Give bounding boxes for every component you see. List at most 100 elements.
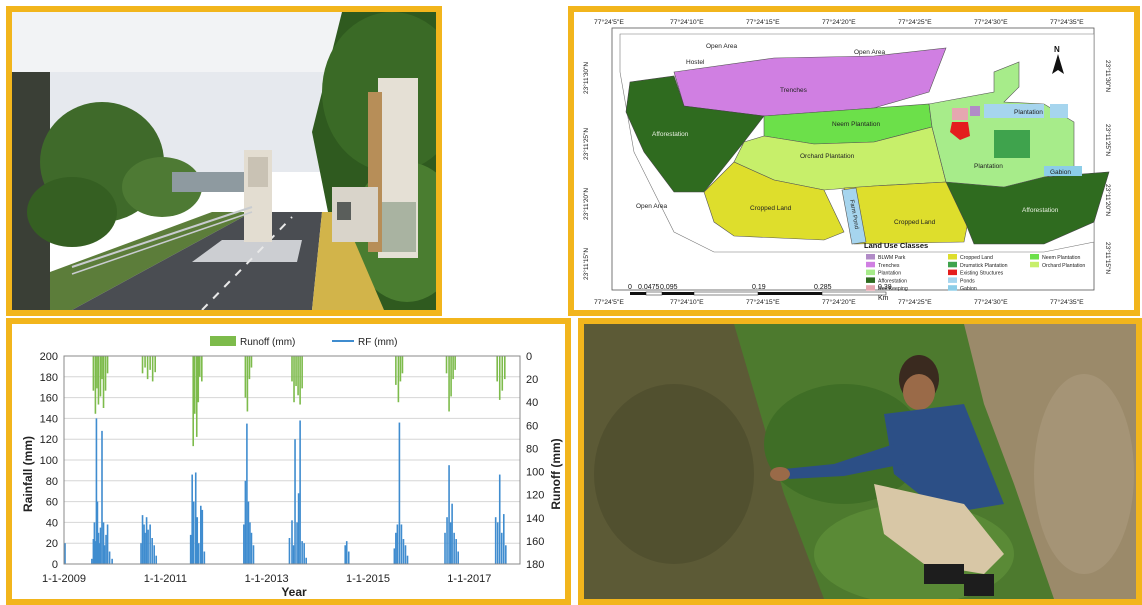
rainfall-bar: [197, 543, 200, 564]
rainfall-bar: [453, 532, 455, 564]
rainfall-bar: [200, 505, 202, 564]
y2-axis-title: Runoff (mm): [549, 438, 563, 509]
legend-rf-label: RF (mm): [358, 337, 397, 348]
x-axis-title: Year: [281, 585, 307, 599]
map-farm-pond: [841, 187, 867, 245]
runoff-bar: [201, 356, 203, 382]
legend-item-label: Drumstick Plantation: [960, 263, 1008, 269]
runoff-bar: [293, 356, 295, 403]
rainfall-bar: [457, 551, 459, 564]
rainfall-bar: [103, 545, 106, 564]
x-tick-label: 1-1-2009: [42, 573, 86, 585]
legend-runoff-label: Runoff (mm): [240, 337, 295, 348]
rainfall-bar: [111, 558, 113, 564]
rainfall-bar: [396, 524, 399, 564]
rainfall-bar: [294, 439, 296, 564]
y2-tick-label: 0: [526, 351, 532, 363]
pond-photo: [578, 318, 1142, 605]
rainfall-bar: [398, 422, 401, 564]
rainfall-bar: [448, 465, 450, 564]
coord-bottom-1: 77°24'5"E: [594, 298, 624, 306]
rainfall-bar: [455, 539, 457, 564]
runoff-bar: [450, 356, 452, 397]
map-label-open-area-1: Open Area: [706, 43, 737, 50]
coord-top-3: 77°24'15"E: [746, 18, 780, 26]
y-tick-label: 20: [46, 538, 58, 550]
runoff-bar: [99, 356, 102, 397]
rainfall-bar: [303, 543, 305, 564]
y2-tick-label: 100: [526, 467, 544, 479]
runoff-bar: [94, 356, 97, 414]
coord-right-1: 23°11'30"N: [1104, 60, 1112, 92]
rainfall-bar: [140, 543, 142, 564]
map-label-neem: Neem Plantation: [832, 121, 880, 128]
coord-top-1: 77°24'5"E: [594, 18, 624, 26]
runoff-bar: [106, 356, 109, 374]
scale-label-1: 0.0475: [638, 284, 660, 291]
rainfall-runoff-chart: 0 20 40 60 80 100 120 140 160 180 200 0 20 40 60 80 100 1…: [6, 318, 571, 605]
runoff-bar: [144, 356, 146, 368]
y-tick-label: 200: [40, 351, 58, 363]
legend-title: Land Use Classes: [864, 241, 928, 250]
runoff-bar: [301, 356, 303, 389]
map-label-open-area-3: Open Area: [636, 203, 667, 210]
legend-swatch: [866, 285, 875, 291]
rainfall-bar: [99, 527, 102, 564]
map-label-gabion: Gabion: [1050, 169, 1071, 176]
rainfall-bar: [151, 538, 153, 564]
runoff-bar: [192, 356, 194, 447]
y-tick-label: 100: [40, 455, 58, 467]
rainfall-bar: [406, 555, 409, 564]
rainfall-bar: [393, 548, 396, 564]
runoff-bar: [97, 356, 100, 405]
map-bee-keeping: [952, 108, 968, 120]
legend-swatch: [948, 277, 957, 283]
x-tick-label: 1-1-2013: [245, 573, 289, 585]
coord-right-3: 23°11'20"N: [1104, 184, 1112, 216]
map-pond-top: [984, 104, 1044, 118]
coord-top-4: 77°24'20"E: [822, 18, 856, 26]
legend-swatch: [948, 254, 957, 260]
legend-item-label: Orchard Plantation: [1042, 263, 1085, 269]
map-label-cropped-1: Cropped Land: [750, 205, 792, 212]
scale-unit: Km: [878, 295, 889, 302]
rainfall-bar: [149, 524, 151, 564]
rainfall-bar: [141, 515, 144, 564]
rainfall-bar: [297, 493, 300, 564]
rainfall-bar: [191, 474, 193, 564]
rainfall-bar: [446, 517, 448, 564]
runoff-bar: [193, 356, 196, 414]
y2-tick-label: 120: [526, 490, 544, 502]
runoff-bar: [248, 356, 251, 380]
legend-swatch: [866, 269, 875, 276]
map-label-open-area-2: Open Area: [854, 49, 885, 56]
rainfall-bar: [98, 543, 101, 564]
rainfall-bar: [64, 543, 66, 564]
coord-bottom-6: 77°24'30"E: [974, 298, 1008, 306]
runoff-bar: [195, 356, 198, 437]
runoff-bar: [151, 356, 154, 382]
legend-runoff-swatch: [210, 336, 236, 346]
runoff-bar: [299, 356, 301, 405]
runoff-bar: [198, 356, 201, 377]
runoff-bar: [250, 356, 253, 368]
rainfall-bar: [108, 551, 111, 564]
rainfall-bar: [395, 532, 397, 564]
coord-bottom-5: 77°24'25"E: [898, 298, 932, 306]
rainfall-bar: [296, 522, 298, 564]
scale-label-5: 0.38: [878, 284, 892, 291]
legend-item-label: Afforestation: [878, 278, 907, 284]
y-tick-label: 140: [40, 413, 58, 425]
rainfall-bar: [145, 517, 148, 564]
y2-tick-label: 160: [526, 536, 544, 548]
map-afforestation-left: [625, 75, 765, 193]
scale-label-2: 0.095: [660, 284, 678, 291]
rainfall-bar: [292, 545, 295, 564]
map-blwm-park: [970, 106, 980, 116]
rainfall-bar: [91, 558, 93, 564]
rainfall-bar: [92, 539, 95, 564]
x-tick-label: 1-1-2015: [346, 573, 390, 585]
rainfall-bar: [344, 545, 346, 564]
scale-bar: [630, 291, 887, 296]
entrance-photo: [6, 6, 442, 316]
